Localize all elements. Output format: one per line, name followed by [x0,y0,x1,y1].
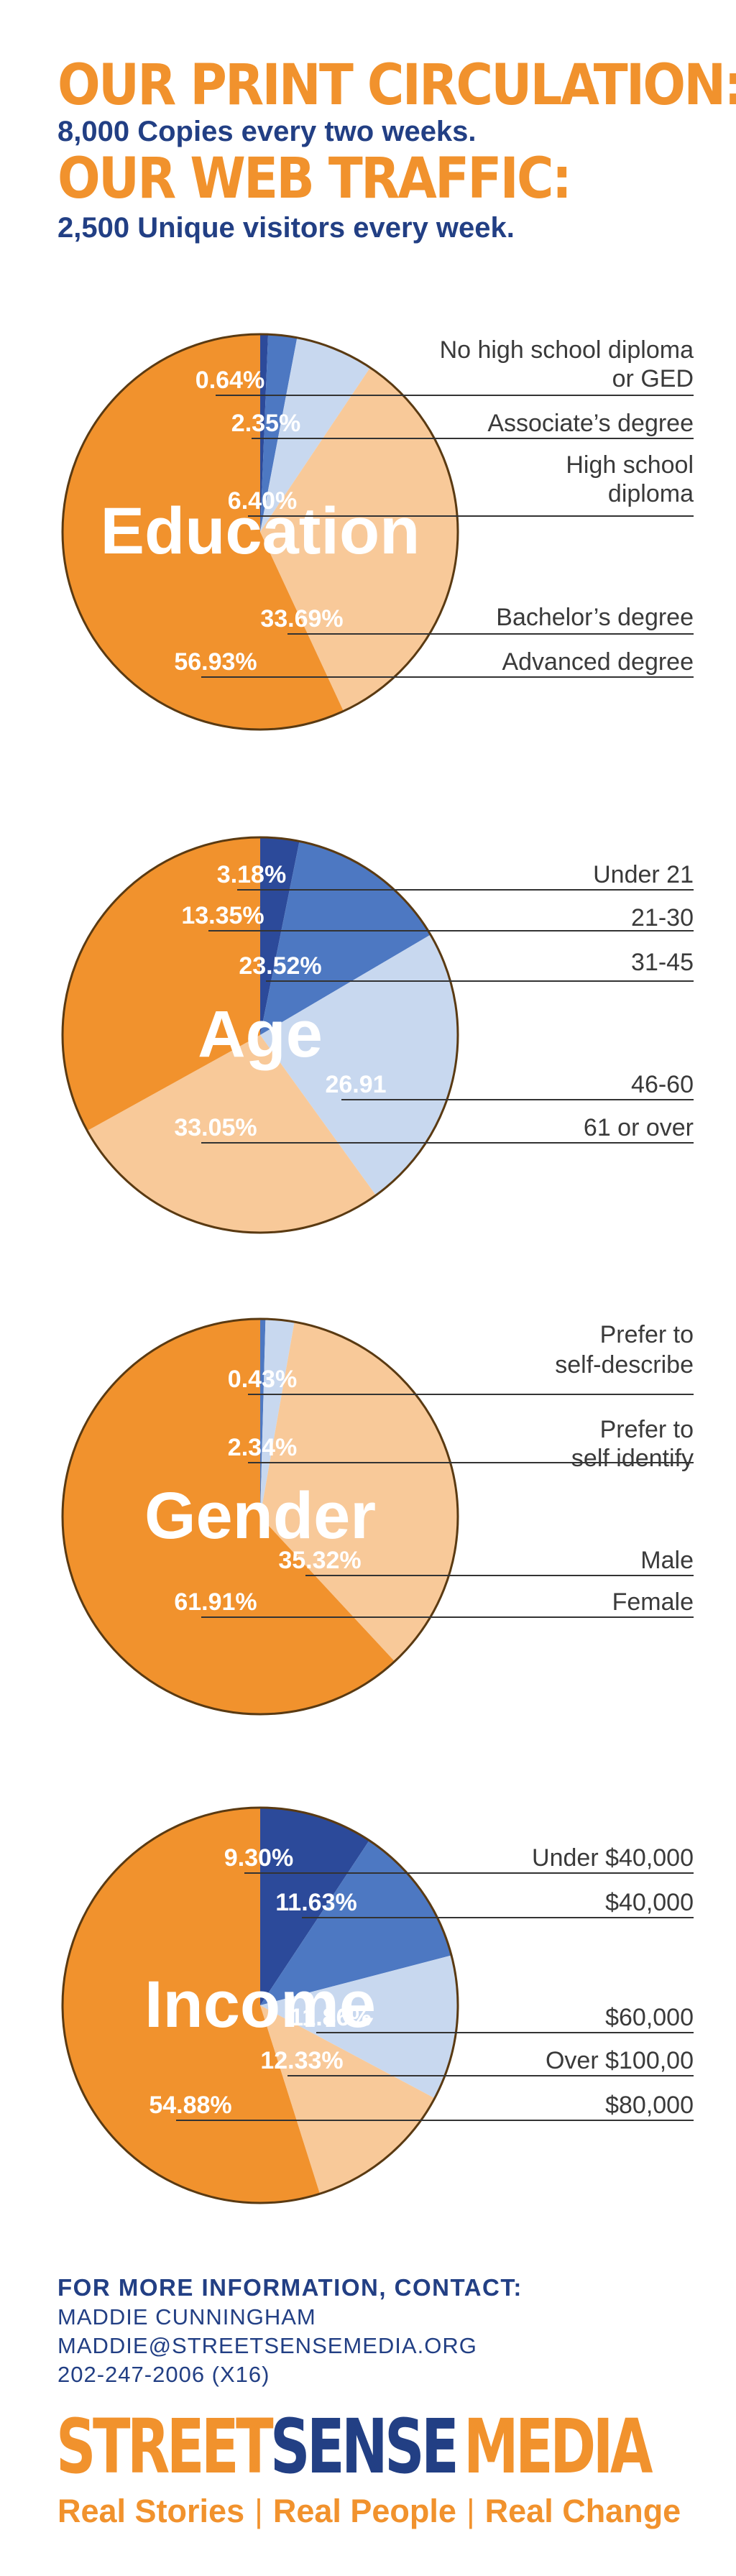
pie-slice [260,367,458,712]
category-label: self-describe [555,1351,694,1379]
value-label: 56.93% [174,648,257,676]
header: OUR PRINT CIRCULATION: 8,000 Copies ever… [58,53,736,244]
pie-outline [61,333,459,731]
pie-outline [61,836,459,1234]
brand-street: STREET [56,2403,274,2490]
category-label: Prefer to [600,1321,694,1348]
brand-logo: STREETSENSE MEDIA [56,2406,703,2487]
tagline-people: Real People [272,2493,456,2529]
value-label: 3.18% [217,861,286,888]
gender-chart: Gender 0.43% Prefer to self-describe 2.34% Pr… [61,1317,694,1716]
tagline-separator: | [254,2493,263,2529]
pie-slice [62,334,344,730]
category-label: $40,000 [605,1889,694,1916]
value-label: 2.34% [228,1434,297,1461]
value-label: 11.63% [275,1889,356,1916]
category-label: self identify [571,1445,694,1472]
category-label: $60,000 [605,2004,694,2031]
value-label: 61.91% [174,1588,257,1616]
category-label: Under 21 [593,861,694,888]
pie-slice [260,1808,369,2005]
category-label: 61 or over [584,1114,694,1141]
category-label: No high school diploma [440,336,694,364]
pie-slice [260,334,269,532]
value-label: 0.43% [228,1366,297,1393]
pie-slice [87,1035,376,1233]
pie-slice [260,337,370,532]
pie-slice [260,1955,459,2099]
value-label: 33.69% [260,605,343,632]
pie-slice [260,2005,435,2194]
category-label: Associate’s degree [487,410,694,437]
pie-slice [63,837,261,1131]
pie-title: Education [101,494,420,568]
tagline-separator: | [466,2493,475,2529]
contact-title: FOR MORE INFORMATION, CONTACT: [58,2274,523,2301]
value-label: 33.05% [174,1114,257,1141]
value-label: 2.35% [231,410,300,437]
tagline-stories: Real Stories [58,2493,245,2529]
value-label: 9.30% [224,1844,293,1872]
category-label: 31-45 [631,949,694,976]
value-label: 13.35% [181,902,264,929]
contact-name: MADDIE CUNNINGHAM [58,2304,316,2329]
category-label: diploma [608,480,694,507]
category-label: $80,000 [605,2092,694,2119]
age-chart: Age 3.18% Under 21 13.35% 21-30 23.52% 31-45 26… [61,836,694,1234]
pie-slice [260,1322,459,1662]
brand-tagline: Real Stories | Real People | Real Change [58,2491,681,2531]
value-label: 26.91 [325,1071,386,1098]
pie-slice [62,1319,395,1714]
value-label: 23.52% [239,952,321,980]
web-traffic-heading: OUR WEB TRAFFIC: [58,147,572,211]
category-label: High school [566,451,694,479]
web-traffic-detail: 2,500 Unique visitors every week. [58,212,515,244]
contact-email: MADDIE@STREETSENSEMEDIA.ORG [58,2333,477,2358]
tagline-change: Real Change [484,2493,681,2529]
category-label: 46-60 [631,1071,694,1098]
category-label: Advanced degree [502,648,694,676]
pie-title: Age [198,998,323,1071]
value-label: 35.32% [278,1547,361,1574]
pie-slice [260,1319,295,1517]
income-chart: Income 9.30% Under $40,000 11.63% $40,000 11.… [61,1806,694,2204]
value-label: 11.86% [290,2004,371,2031]
pie-title: Gender [144,1479,376,1552]
brand-media: MEDIA [463,2403,653,2490]
pie-slice [260,1840,452,2005]
value-label: 54.88% [149,2092,231,2119]
category-label: Under $40,000 [532,1844,694,1872]
category-label: Over $100,00 [546,2047,694,2074]
print-circulation-detail: 8,000 Copies every two weeks. [58,116,477,147]
category-label: or GED [612,365,694,392]
pie-slice [260,837,300,1035]
category-label: 21-30 [631,904,694,932]
contact-phone: 202-247-2006 (X16) [58,2362,270,2387]
value-label: 12.33% [260,2047,343,2074]
pie-slice [260,934,458,1195]
pie-slice [260,334,298,532]
pie-outline [61,1806,459,2204]
category-label: Prefer to [600,1416,694,1443]
pie-slice [260,1319,266,1517]
value-label: 0.64% [196,367,264,394]
contact-block: FOR MORE INFORMATION, CONTACT: MADDIE CU… [58,2273,704,2389]
category-label: Bachelor’s degree [496,604,694,631]
print-circulation-heading: OUR PRINT CIRCULATION: [58,53,736,118]
category-label: Female [612,1588,694,1616]
pie-title: Income [144,1968,376,2041]
brand-sense: SENSE [270,2403,459,2490]
value-label: 6.40% [228,487,297,515]
pie-slice [62,1808,321,2203]
category-label: Male [640,1547,694,1574]
pie-outline [61,1317,459,1716]
